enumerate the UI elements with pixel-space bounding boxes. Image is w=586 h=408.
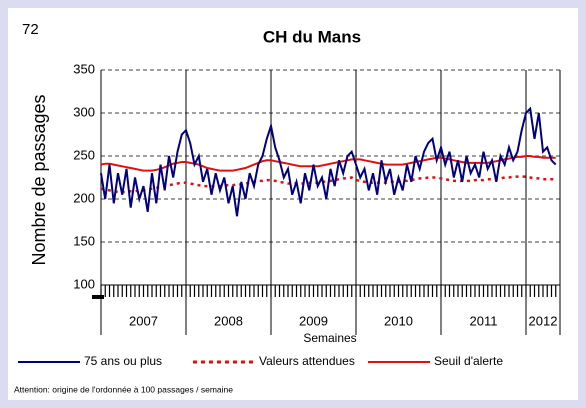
y-tick-label: 200 [73,190,95,205]
y-tick-label: 350 [73,61,95,76]
x-tick-label: 2011 [470,313,498,328]
legend-label: Valeurs attendues [259,354,355,368]
axis-marker [92,295,104,299]
page-number: 72 [22,21,39,38]
y-tick-label: 150 [73,233,95,248]
series-line [100,106,557,217]
y-tick-label: 100 [73,276,95,291]
legend-label: Seuil d'alerte [434,354,503,368]
x-tick-label: 2012 [529,313,558,328]
x-tick-label: 2008 [214,313,243,328]
y-axis-label: Nombre de passages [29,94,49,265]
series-line [100,155,556,172]
x-tick-label: 2007 [129,313,158,328]
chart-title: CH du Mans [263,27,361,46]
x-axis-label: Semaines [303,331,356,345]
panel [8,8,578,400]
legend-label: 75 ans ou plus [84,354,162,368]
y-tick-label: 300 [73,104,95,119]
x-tick-label: 2009 [299,313,328,328]
footnote: Attention: origine de l'ordonnée à 100 p… [14,384,233,394]
y-tick-label: 250 [73,147,95,162]
x-tick-label: 2010 [384,313,413,328]
